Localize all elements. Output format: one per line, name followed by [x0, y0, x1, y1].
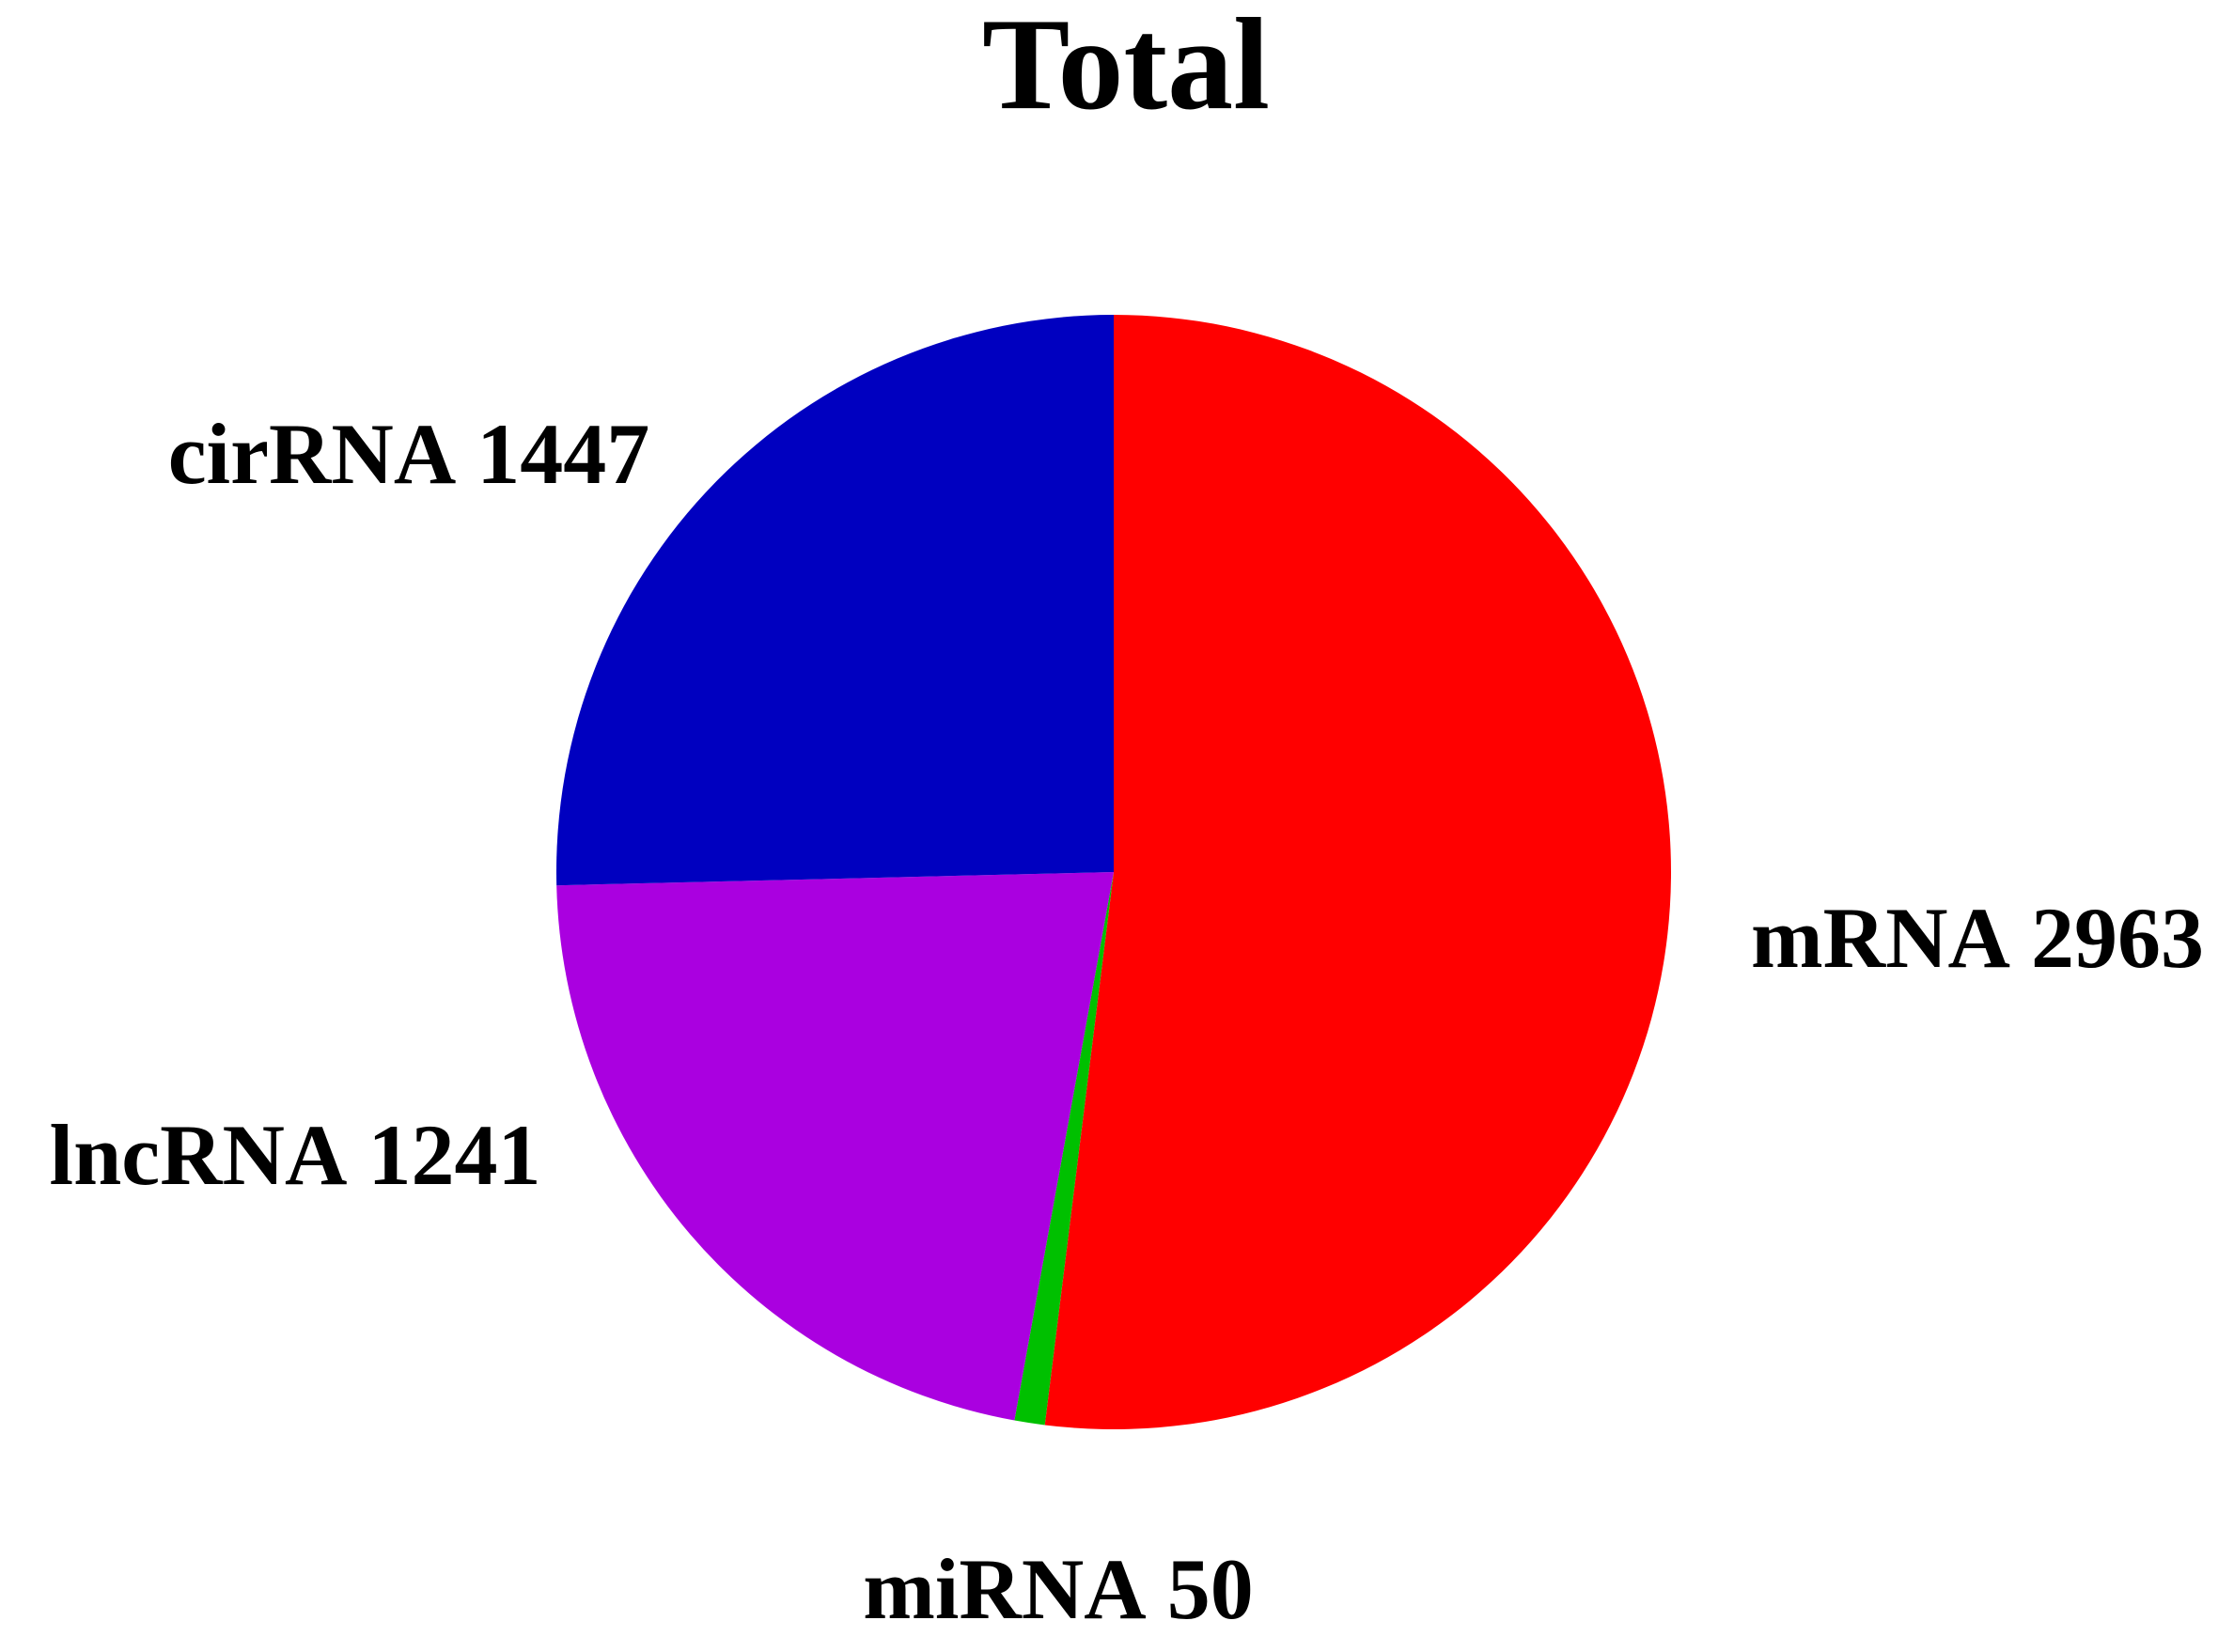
slice-name: mRNA: [1751, 890, 2010, 986]
slice-name: cirRNA: [168, 406, 457, 502]
pie-slice: [556, 315, 1114, 886]
pie-slice: [556, 872, 1114, 1421]
slice-label: lncRNA 1241: [50, 1107, 541, 1203]
slice-name: lncRNA: [50, 1107, 348, 1203]
slice-name: miRNA: [863, 1541, 1147, 1637]
slice-value: 1241: [367, 1107, 540, 1203]
slice-value: 2963: [2031, 890, 2204, 986]
chart-title: Total: [982, 0, 1270, 137]
pie-slice: [1044, 315, 1672, 1430]
slice-label: cirRNA 1447: [168, 406, 650, 502]
slice-label: miRNA 50: [863, 1541, 1254, 1637]
pie-slice: [1014, 872, 1114, 1426]
slice-value: 50: [1167, 1541, 1254, 1637]
slice-value: 1447: [476, 406, 649, 502]
slice-label: mRNA 2963: [1751, 890, 2204, 986]
